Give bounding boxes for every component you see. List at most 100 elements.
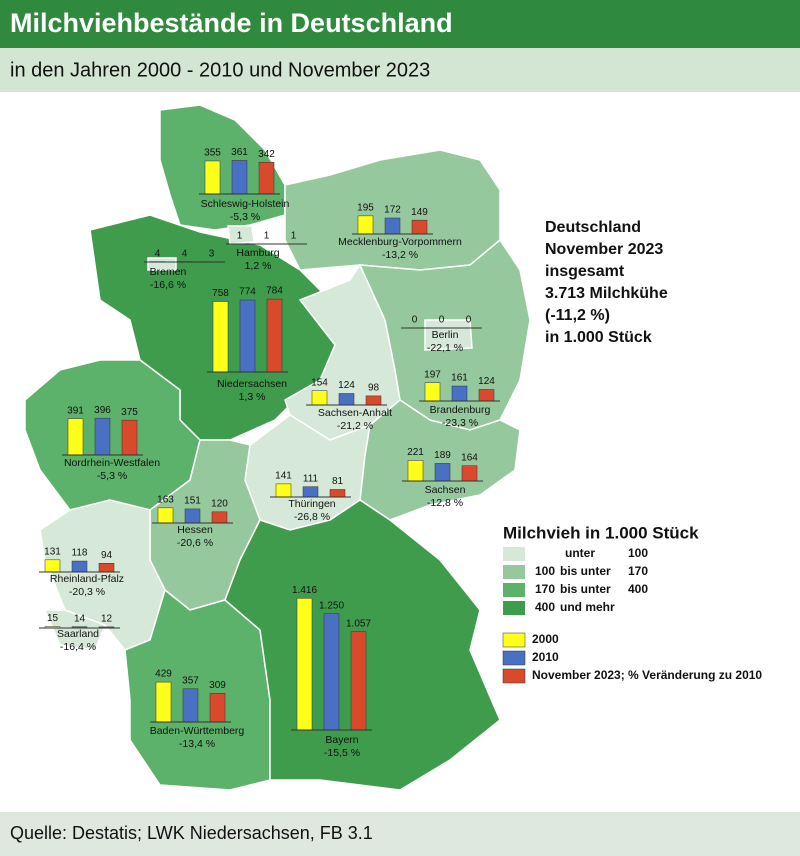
value-label: 197 <box>424 369 441 380</box>
bar <box>212 301 229 373</box>
bar <box>44 559 61 573</box>
bar <box>302 486 319 498</box>
value-label: 355 <box>204 148 221 159</box>
summary-line: 3.713 Milchkühe <box>545 285 668 302</box>
state-bars: 195 172 149 Mecklenburg-Vorpommern-13,2 % <box>338 203 462 261</box>
legend-label: bis unter <box>560 564 611 578</box>
state-bars: 221 189 164 Sachsen-12,8 % <box>402 447 483 509</box>
bar <box>266 298 283 373</box>
bar <box>478 389 495 402</box>
bar <box>121 419 138 456</box>
subtitle: in den Jahren 2000 - 2010 und November 2… <box>10 59 430 81</box>
state-name: Thüringen <box>288 498 335 510</box>
regions <box>24 104 531 791</box>
title: Milchviehbestände in Deutschland <box>10 8 453 38</box>
bar <box>296 598 313 731</box>
value-label: 161 <box>451 373 468 384</box>
state-change: -26,8 % <box>294 511 330 523</box>
value-label: 309 <box>209 680 226 691</box>
value-label: 172 <box>384 205 401 216</box>
state-change: 1,2 % <box>245 260 272 272</box>
value-label: 0 <box>412 315 418 326</box>
value-label: 120 <box>211 498 228 509</box>
bar <box>231 160 248 195</box>
state-region <box>147 257 177 271</box>
legend-swatch <box>502 632 526 648</box>
state-change: -12,8 % <box>427 497 463 509</box>
legend-label: unter <box>565 546 595 560</box>
state-change: -15,5 % <box>324 747 360 759</box>
state-bars: 0 0 0 Berlin-22,1 % <box>401 315 482 354</box>
summary-line: (-11,2 %) <box>545 307 610 324</box>
value-label: 221 <box>407 447 424 458</box>
state-bars: 391 396 375 Nordrhein-Westfalen-5,3 % <box>62 405 160 482</box>
bar <box>350 631 367 731</box>
bar <box>71 560 88 573</box>
value-label: 758 <box>212 288 229 299</box>
bar <box>157 507 174 524</box>
state-change: -22,1 % <box>427 342 463 354</box>
legend-label: bis unter <box>560 582 611 596</box>
value-label: 4 <box>182 248 188 259</box>
footer-bar <box>0 812 800 856</box>
bar <box>329 489 346 498</box>
state-name: Bremen <box>150 266 187 278</box>
legend-upper: 170 <box>628 564 648 578</box>
value-label: 15 <box>47 613 59 624</box>
subtitle-bar <box>0 48 800 92</box>
state-change: -16,6 % <box>150 279 186 291</box>
state-name: Berlin <box>432 329 459 341</box>
state-change: -5,3 % <box>97 470 127 482</box>
bar <box>424 382 441 402</box>
legend: Milchvieh in 1.000 Stück unter 100 100 bis u… <box>502 523 762 684</box>
value-label: 342 <box>258 149 275 160</box>
legend-title: Milchvieh in 1.000 Stück <box>503 523 699 542</box>
state-bars: 355 361 342 Schleswig-Holstein-5,3 % <box>199 147 290 223</box>
bar <box>258 161 275 195</box>
summary-line: insgesamt <box>545 263 625 280</box>
state-name: Niedersachsen <box>217 378 287 390</box>
source: Quelle: Destatis; LWK Niedersachsen, FB … <box>10 823 373 843</box>
state-name: Sachsen-Anhalt <box>318 407 392 419</box>
value-label: 4 <box>155 248 161 259</box>
value-label: 195 <box>357 203 374 214</box>
bar <box>239 299 256 373</box>
value-label: 774 <box>239 287 256 298</box>
legend-swatch <box>502 650 526 666</box>
state-change: -13,2 % <box>382 249 418 261</box>
state-name: Mecklenburg-Vorpommern <box>338 236 462 248</box>
legend-swatch <box>502 668 526 684</box>
value-label: 0 <box>466 315 472 326</box>
value-label: 1.057 <box>346 618 371 629</box>
state-region <box>89 214 336 441</box>
value-label: 131 <box>44 546 61 557</box>
state-region <box>159 104 286 231</box>
value-label: 164 <box>461 452 478 463</box>
state-change: 1,3 % <box>239 391 266 403</box>
value-label: 149 <box>411 207 428 218</box>
value-label: 189 <box>434 450 451 461</box>
bar <box>311 390 328 406</box>
legend-swatch <box>503 565 525 579</box>
state-change: -21,2 % <box>337 420 373 432</box>
bar <box>67 418 84 456</box>
legend-series: 2010 <box>532 650 559 664</box>
state-name: Hamburg <box>236 247 279 259</box>
value-label: 361 <box>231 147 248 158</box>
state-change: -20,3 % <box>69 586 105 598</box>
state-bars: 154 124 98 Sachsen-Anhalt-21,2 % <box>306 377 392 432</box>
state-change: -20,6 % <box>177 537 213 549</box>
value-label: 12 <box>101 614 113 625</box>
bar <box>451 385 468 402</box>
value-label: 154 <box>311 377 328 388</box>
bar <box>411 219 428 235</box>
legend-label: und mehr <box>560 600 615 614</box>
legend-swatch <box>503 583 525 597</box>
state-change: -13,4 % <box>179 738 215 750</box>
summary-line: Deutschland <box>545 219 641 236</box>
state-name: Saarland <box>57 628 99 640</box>
state-name: Rheinland-Pfalz <box>50 573 124 585</box>
